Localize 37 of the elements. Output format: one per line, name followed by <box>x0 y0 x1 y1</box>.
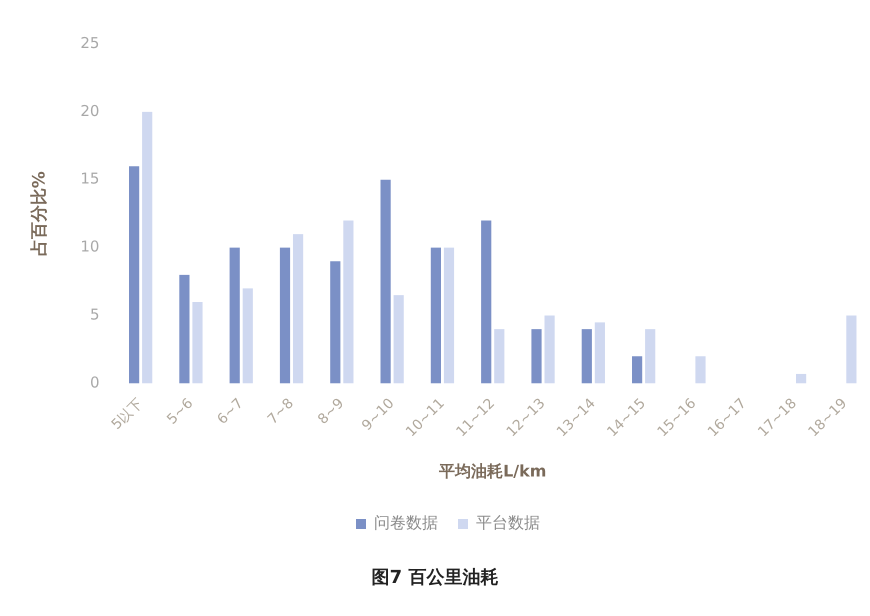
bar <box>645 329 656 384</box>
y-tick-label: 10 <box>80 238 100 256</box>
bar <box>444 248 454 384</box>
y-tick-label: 20 <box>80 102 100 120</box>
bar <box>846 316 856 384</box>
legend-label: 问卷数据 <box>374 513 438 532</box>
y-tick-label: 0 <box>90 373 100 392</box>
bar <box>594 322 605 384</box>
bar <box>632 356 642 384</box>
bar <box>796 374 806 384</box>
x-tick-label: 5以下 <box>108 395 146 433</box>
y-axis-title: 占百分比% <box>30 171 50 256</box>
bar <box>330 261 340 384</box>
bar <box>430 248 442 384</box>
y-tick-label: 15 <box>80 170 100 188</box>
bar <box>230 248 240 384</box>
bar <box>695 356 706 384</box>
bar <box>494 329 504 384</box>
legend-label: 平台数据 <box>476 513 540 532</box>
bar <box>242 288 253 384</box>
bar <box>544 316 555 384</box>
bar <box>292 234 304 384</box>
bar <box>343 220 354 384</box>
bar <box>394 295 404 384</box>
bar <box>142 112 152 384</box>
bar <box>129 166 140 384</box>
bar <box>531 329 542 384</box>
y-tick-label: 25 <box>80 34 100 52</box>
bar <box>179 274 190 384</box>
text: 图7 百公里油耗 <box>370 566 500 589</box>
y-tick-label: 5 <box>90 305 100 324</box>
bar <box>192 302 203 384</box>
x-axis-title: 平均油耗L/km <box>438 462 546 481</box>
bar <box>280 248 290 384</box>
bar <box>380 180 391 384</box>
bar <box>481 220 492 384</box>
bar <box>582 329 592 384</box>
